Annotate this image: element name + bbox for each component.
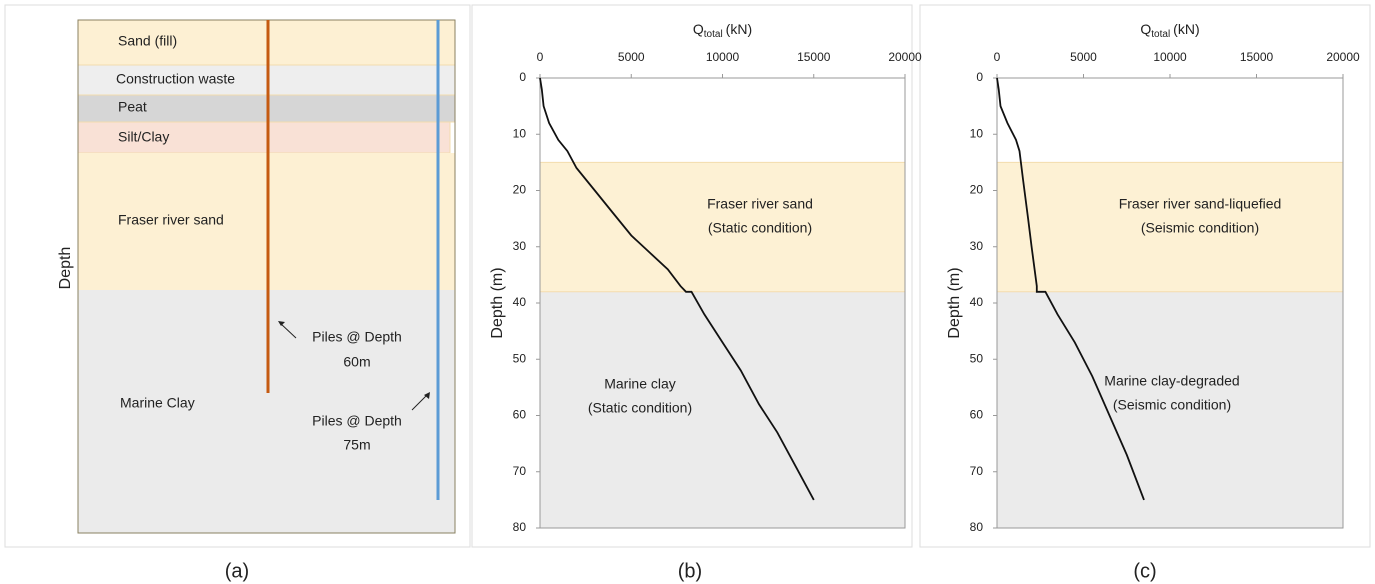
y-axis-label: Depth (m) [946, 267, 963, 338]
band-label: Marine clay-degraded [1104, 373, 1239, 389]
x-tick-label: 5000 [618, 50, 645, 64]
y-tick-label: 20 [513, 183, 527, 197]
band-label: (Static condition) [588, 400, 692, 416]
y-tick-label: 80 [513, 520, 527, 534]
pile-label: Piles @ Depth [312, 329, 402, 345]
panel-frame [919, 4, 1371, 548]
band [540, 291, 905, 528]
band [997, 162, 1343, 292]
arrow-head [424, 392, 430, 399]
band-label: (Static condition) [708, 220, 812, 236]
x-axis-label: Qtotal (kN) [693, 21, 752, 40]
x-tick-label: 15000 [797, 50, 831, 64]
panel-frame [4, 4, 471, 548]
pile-label: 60m [343, 354, 370, 370]
arrow [279, 322, 297, 339]
y-tick-label: 60 [513, 408, 527, 422]
band [997, 291, 1343, 528]
x-tick-label: 0 [537, 50, 544, 64]
caption: (b) [678, 560, 702, 582]
layer-label: Construction waste [116, 71, 235, 87]
y-tick-label: 40 [513, 295, 527, 309]
layer-label: Sand (fill) [118, 33, 177, 49]
y-tick-label: 30 [513, 239, 527, 253]
arrow [411, 393, 429, 411]
caption: (a) [225, 560, 249, 582]
x-axis-label-unit: (kN) [1173, 21, 1199, 37]
x-tick-label: 10000 [1153, 50, 1187, 64]
y-tick-label: 60 [970, 408, 984, 422]
x-tick-label: 10000 [706, 50, 740, 64]
y-axis-label: Depth (m) [489, 267, 506, 338]
y-tick-label: 70 [970, 464, 984, 478]
y-tick-label: 20 [970, 183, 984, 197]
y-tick-label: 0 [519, 70, 526, 84]
arrow-head [278, 321, 285, 326]
x-axis-label-unit: (kN) [726, 21, 752, 37]
y-tick-label: 10 [970, 126, 984, 140]
x-tick-label: 0 [994, 50, 1001, 64]
y-tick-label: 50 [970, 351, 984, 365]
band-label: Fraser river sand-liquefied [1119, 196, 1282, 212]
x-axis-label: Qtotal (kN) [1140, 21, 1199, 40]
y-tick-label: 50 [513, 351, 527, 365]
caption: (c) [1133, 560, 1156, 582]
x-axis-label-sub: total [704, 29, 723, 40]
band-label: Fraser river sand [707, 196, 813, 212]
panel-frame [471, 4, 913, 548]
x-axis-label-main: Q [693, 21, 704, 37]
layer-label: Peat [118, 99, 147, 115]
y-tick-label: 10 [513, 126, 527, 140]
x-tick-label: 5000 [1070, 50, 1097, 64]
axis-label: Depth [57, 247, 74, 290]
band-label: Marine clay [604, 376, 676, 392]
band-label: (Seismic condition) [1141, 220, 1259, 236]
y-tick-label: 40 [970, 295, 984, 309]
layer-label: Silt/Clay [118, 129, 169, 145]
y-tick-label: 0 [976, 70, 983, 84]
data-line [996, 77, 1145, 501]
band-label: (Seismic condition) [1113, 397, 1231, 413]
data-line [539, 77, 815, 501]
y-tick-label: 30 [970, 239, 984, 253]
y-tick-label: 80 [970, 520, 984, 534]
layer-label: Fraser river sand [118, 212, 224, 228]
pile-label: 75m [343, 437, 370, 453]
x-axis-label-sub: total [1151, 29, 1170, 40]
y-tick-label: 70 [513, 464, 527, 478]
layer-label: Marine Clay [120, 395, 195, 411]
x-axis-label-main: Q [1140, 21, 1151, 37]
band [540, 162, 905, 292]
x-tick-label: 20000 [1326, 50, 1360, 64]
x-tick-label: 20000 [888, 50, 922, 64]
pile-label: Piles @ Depth [312, 413, 402, 429]
x-tick-label: 15000 [1240, 50, 1274, 64]
layer [77, 121, 451, 154]
